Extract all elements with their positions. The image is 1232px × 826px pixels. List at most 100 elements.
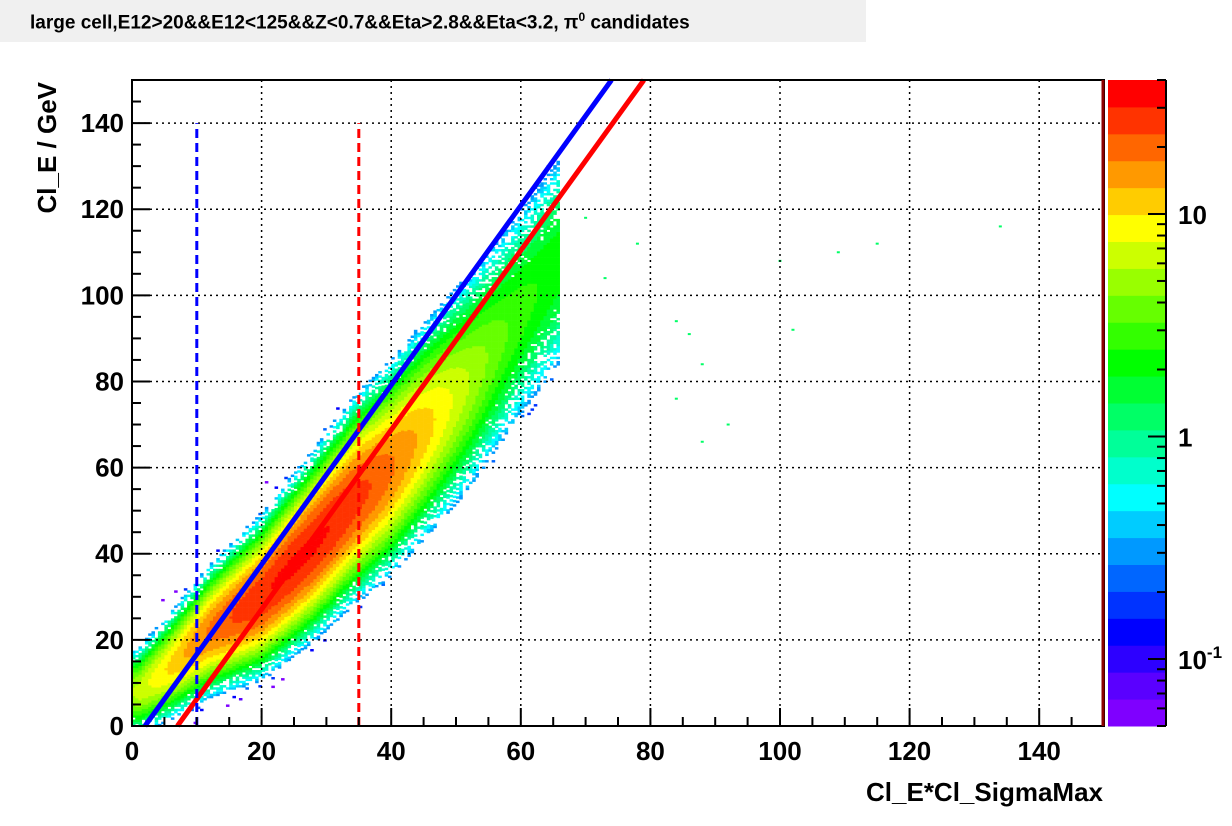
heatmap-cell: [294, 568, 298, 571]
heatmap-cell: [232, 577, 236, 580]
heatmap-cell: [183, 614, 188, 617]
heatmap-cell: [277, 633, 282, 637]
heatmap-cell: [349, 597, 353, 600]
heatmap-cell: [196, 642, 201, 645]
heatmap-cell: [157, 644, 162, 647]
heatmap-cell: [303, 461, 308, 465]
heatmap-cell: [290, 547, 295, 551]
heatmap-cell: [135, 721, 139, 725]
heatmap-cell: [251, 611, 256, 615]
heatmap-cell: [284, 545, 288, 549]
heatmap-cell: [235, 629, 240, 632]
heatmap-cell: [326, 493, 330, 496]
heatmap-cell: [342, 542, 347, 545]
heatmap-cell: [284, 623, 288, 626]
heatmap-cell: [281, 589, 285, 593]
heatmap-cell: [206, 588, 211, 591]
heatmap-cell: [261, 617, 266, 621]
heatmap-cell: [242, 626, 246, 630]
heatmap-cell: [261, 630, 266, 634]
heatmap-cell: [222, 583, 227, 587]
heatmap-cell: [332, 479, 337, 483]
heatmap-cell: [271, 636, 275, 639]
heatmap-cell: [248, 598, 253, 602]
heatmap-cell: [161, 648, 165, 651]
heatmap-cell: [245, 648, 249, 651]
heatmap-cell: [345, 506, 350, 509]
heatmap-cell: [349, 476, 353, 480]
heatmap-cell: [362, 406, 366, 410]
heatmap-cell: [151, 702, 155, 705]
heatmap-cell: [284, 657, 288, 661]
heatmap-cell: [342, 505, 347, 509]
heatmap-cell: [368, 511, 373, 514]
heatmap-cell: [336, 426, 340, 430]
heatmap-cell: [316, 540, 321, 544]
heatmap-cell: [313, 621, 317, 625]
heatmap-cell: [287, 546, 292, 550]
heatmap-cell: [332, 488, 337, 491]
heatmap-cell: [290, 599, 295, 602]
heatmap-cell: [300, 475, 305, 479]
heatmap-cell: [161, 667, 165, 671]
heatmap-cell: [368, 523, 373, 527]
heatmap-cell: [242, 596, 246, 600]
heatmap-cell: [316, 478, 321, 481]
heatmap-cell: [290, 502, 295, 506]
heatmap-cell: [177, 691, 181, 694]
heatmap-cell: [287, 587, 292, 591]
heatmap-cell: [316, 551, 321, 555]
heatmap-cell: [358, 562, 363, 566]
heatmap-cell: [258, 663, 262, 667]
heatmap-cell: [326, 452, 330, 455]
heatmap-cell: [274, 520, 279, 524]
heatmap-cell: [174, 667, 178, 671]
heatmap-cell: [151, 680, 155, 684]
heatmap-cell: [148, 693, 152, 697]
heatmap-cell: [157, 670, 162, 673]
heatmap-cell: [326, 454, 330, 458]
heatmap-cell: [329, 448, 334, 452]
heatmap-cell: [277, 528, 282, 531]
heatmap-cell: [258, 586, 262, 589]
heatmap-cell: [216, 687, 220, 690]
chart-title-box: large cell,E12>20&&E12<125&&Z<0.7&&Eta>2…: [0, 0, 866, 42]
heatmap-cell: [294, 538, 298, 541]
heatmap-cell: [336, 581, 340, 585]
heatmap-cell: [371, 538, 376, 541]
heatmap-cell: [287, 507, 292, 511]
heatmap-cell: [326, 601, 330, 604]
heatmap-cell: [170, 609, 175, 613]
heatmap-cell: [294, 551, 298, 554]
heatmap-cell: [164, 657, 168, 660]
heatmap-cell: [332, 540, 337, 543]
heatmap-cell: [329, 485, 334, 488]
heatmap-cell: [316, 575, 321, 578]
heatmap-cell: [174, 631, 178, 634]
heatmap-cell: [310, 524, 314, 527]
heatmap-cell: [274, 665, 279, 668]
heatmap-cell: [336, 471, 340, 475]
heatmap-cell: [238, 596, 243, 600]
heatmap-cell: [365, 432, 369, 435]
heatmap-cell: [154, 682, 159, 686]
heatmap-cell: [310, 590, 314, 594]
heatmap-cell: [209, 685, 214, 688]
heatmap-cell: [310, 532, 314, 536]
heatmap-cell: [209, 648, 214, 651]
heatmap-cell: [300, 607, 305, 610]
heatmap-cell: [313, 546, 317, 550]
heatmap-cell: [219, 648, 224, 651]
heatmap-cell: [232, 633, 236, 636]
heatmap-cell: [229, 661, 233, 664]
heatmap-cell: [251, 583, 256, 587]
heatmap-cell: [242, 532, 246, 535]
heatmap-cell: [248, 564, 253, 567]
heatmap-cell: [323, 451, 327, 455]
heatmap-cell: [300, 464, 305, 468]
heatmap-cell: [362, 471, 366, 475]
heatmap-cell: [222, 676, 227, 679]
heatmap-cell: [200, 678, 204, 682]
heatmap-cell: [261, 587, 266, 591]
